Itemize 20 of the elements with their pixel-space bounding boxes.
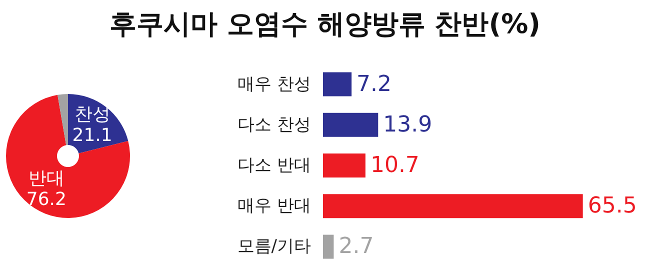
chart-title: 후쿠시마 오염수 해양방류 찬반(%) bbox=[110, 9, 540, 40]
data-label: 65.5 bbox=[588, 194, 637, 219]
bar bbox=[323, 72, 352, 96]
y-tick-label: 모름/기타 bbox=[237, 236, 311, 257]
y-tick-label: 매우 반대 bbox=[238, 196, 311, 216]
bar bbox=[323, 194, 583, 218]
data-label: 76.2 bbox=[26, 189, 66, 210]
y-tick-label: 다소 찬성 bbox=[238, 114, 311, 135]
data-label: 2.7 bbox=[338, 234, 374, 260]
y-tick-label: 매우 찬성 bbox=[238, 74, 311, 94]
data-label: 10.7 bbox=[370, 153, 420, 178]
bar bbox=[323, 154, 366, 178]
bar bbox=[323, 112, 378, 137]
slice-label: 찬성 bbox=[74, 104, 110, 125]
data-label: 21.1 bbox=[72, 124, 112, 146]
y-tick-label: 다소 반대 bbox=[238, 156, 311, 176]
slice-label: 반대 bbox=[28, 168, 64, 190]
data-label: 13.9 bbox=[383, 112, 432, 138]
bar bbox=[323, 234, 334, 259]
data-label: 7.2 bbox=[356, 72, 392, 97]
